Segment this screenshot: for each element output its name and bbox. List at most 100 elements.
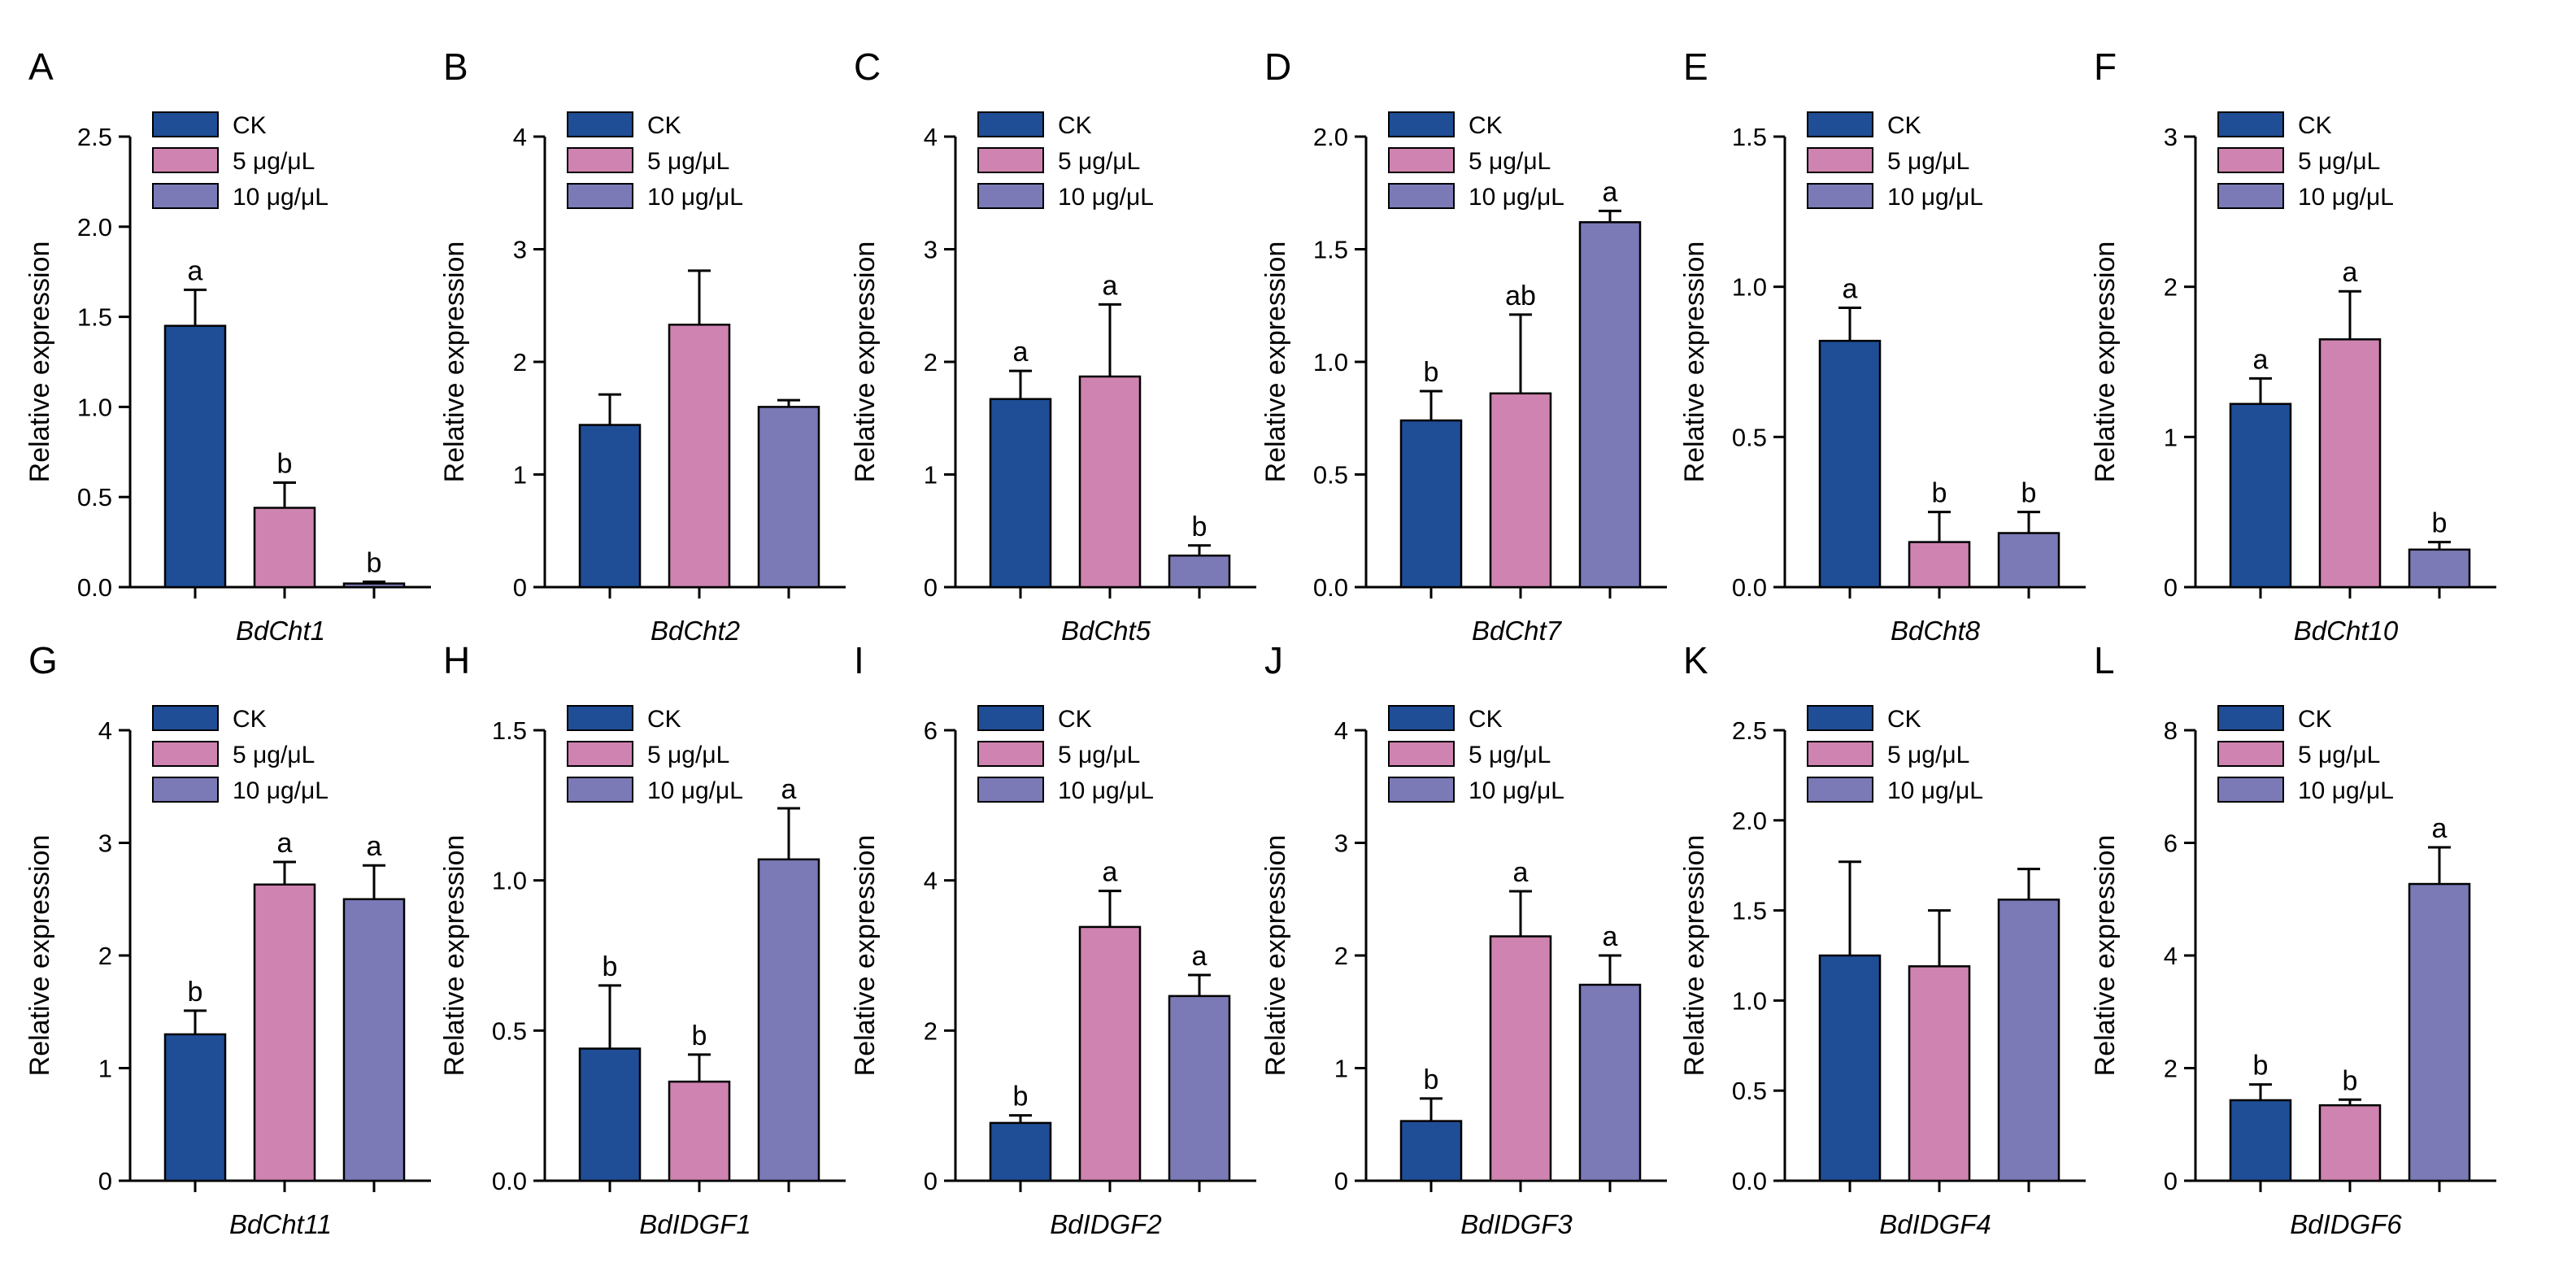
gene-label: BdCht8 (1891, 616, 1981, 646)
significance-letter: b (692, 1021, 707, 1051)
y-tick-label: 4 (924, 867, 938, 895)
y-axis-title: Relative expression (24, 835, 55, 1077)
significance-letter: a (1603, 176, 1618, 207)
legend-label: CK (233, 112, 267, 139)
y-tick-label: 0.0 (492, 1167, 527, 1195)
panel-letter: F (2094, 46, 2117, 88)
gene-label: BdCht2 (651, 616, 740, 646)
gene-label: BdCht5 (1061, 616, 1151, 646)
significance-letter: a (1013, 337, 1029, 368)
y-tick-label: 2 (924, 1016, 938, 1045)
panel-letter: E (1683, 46, 1708, 88)
legend-swatch (2217, 111, 2284, 137)
y-tick-label: 2 (924, 348, 938, 377)
bar-3 (342, 582, 406, 589)
panel-k: K Relative expression 0.0 0.5 1.0 1.5 2.0 2.5 Bd… (1679, 639, 2086, 1239)
legend-label: 5 μg/μL (233, 148, 315, 175)
y-tick-label: 3 (98, 829, 112, 858)
significance-letter: b (1424, 357, 1439, 388)
panel-letter: B (443, 46, 468, 88)
legend-swatch (1807, 705, 1873, 731)
legend-label: 10 μg/μL (1887, 184, 1983, 211)
significance-letter: b (2253, 1051, 2269, 1082)
y-tick-label: 2.0 (1732, 807, 1767, 835)
gene-label: BdCht7 (1472, 616, 1563, 646)
bar-1 (163, 324, 227, 589)
bar-3 (1997, 899, 2060, 1182)
y-tick-label: 0.5 (1732, 423, 1767, 451)
legend-label: 5 μg/μL (2298, 148, 2380, 175)
y-axis-title: Relative expression (1260, 242, 1291, 483)
significance-letter: b (2343, 1065, 2358, 1096)
y-tick-label: 0.5 (492, 1016, 527, 1045)
panel-letter: H (443, 639, 470, 681)
bar-3 (342, 898, 406, 1182)
y-tick-label: 6 (924, 716, 938, 745)
legend-swatch (1807, 183, 1873, 209)
bar-2 (668, 1080, 731, 1182)
legend-label: 10 μg/μL (1469, 184, 1564, 211)
bar-3 (757, 406, 820, 589)
y-tick-label: 0 (924, 1167, 938, 1195)
y-tick-label: 2 (1334, 942, 1348, 970)
gene-label: BdIDGF4 (1879, 1209, 1991, 1239)
legend-swatch (1388, 705, 1455, 731)
legend-swatch (1388, 183, 1455, 209)
bar-2 (2318, 1103, 2382, 1182)
y-tick-label: 1.5 (77, 303, 112, 332)
legend-swatch (567, 741, 633, 767)
gene-label: BdIDGF2 (1050, 1209, 1162, 1239)
legend-label: CK (1058, 706, 1092, 733)
panel-letter: J (1264, 639, 1283, 681)
legend-label: 10 μg/μL (2298, 777, 2394, 804)
bar-2 (253, 883, 316, 1182)
significance-letter: a (1843, 274, 1858, 305)
legend-label: CK (647, 112, 681, 139)
bar-1 (1399, 1120, 1463, 1182)
legend-swatch (152, 777, 219, 803)
panel-j: J Relative expression 0 1 2 3 4 BdIDGF3 b a a CK 5 μ… (1260, 639, 1667, 1239)
y-axis-title: Relative expression (850, 835, 881, 1077)
bar-3 (1997, 532, 2060, 589)
significance-letter: a (367, 831, 382, 862)
legend-swatch (1388, 777, 1455, 803)
bar-1 (1818, 954, 1882, 1182)
panel-letter: G (28, 639, 58, 681)
gene-label: BdCht10 (2294, 616, 2399, 646)
legend-label: 5 μg/μL (1058, 742, 1140, 768)
significance-letter: b (1013, 1082, 1029, 1112)
bar-3 (1168, 554, 1231, 589)
bar-3 (757, 858, 820, 1182)
y-axis-title: Relative expression (1679, 835, 1710, 1077)
panel-a: A Relative expression 0.0 0.5 1.0 1.5 2.0 2.5 Bd… (24, 46, 431, 646)
significance-letter: b (188, 977, 203, 1008)
significance-letter: b (603, 951, 618, 982)
y-tick-label: 8 (2164, 716, 2178, 745)
legend-label: CK (1887, 706, 1921, 733)
y-axis-title: Relative expression (1260, 835, 1291, 1077)
legend-label: 10 μg/μL (647, 184, 743, 211)
legend-label: 10 μg/μL (233, 777, 329, 804)
legend-swatch (152, 111, 219, 137)
legend-swatch (2217, 705, 2284, 731)
legend-swatch (2217, 741, 2284, 767)
y-tick-label: 1 (98, 1055, 112, 1083)
y-tick-label: 0.5 (77, 483, 112, 511)
legend-swatch (1807, 741, 1873, 767)
legend-label: CK (2298, 112, 2332, 139)
y-tick-label: 0 (2164, 573, 2178, 602)
y-axis-title: Relative expression (2090, 835, 2121, 1077)
y-tick-label: 0 (98, 1167, 112, 1195)
y-tick-label: 1 (2164, 423, 2178, 451)
legend-swatch (977, 183, 1044, 209)
gene-label: BdIDGF3 (1460, 1209, 1573, 1239)
bar-3 (1578, 221, 1642, 589)
y-tick-label: 4 (98, 716, 112, 745)
y-tick-label: 1.0 (77, 393, 112, 421)
bar-3 (1168, 995, 1231, 1182)
bar-3 (1578, 983, 1642, 1182)
y-tick-label: 2.0 (77, 213, 112, 242)
legend-label: 5 μg/μL (233, 742, 315, 768)
legend-label: 10 μg/μL (1469, 777, 1564, 804)
legend-label: 10 μg/μL (647, 777, 743, 804)
